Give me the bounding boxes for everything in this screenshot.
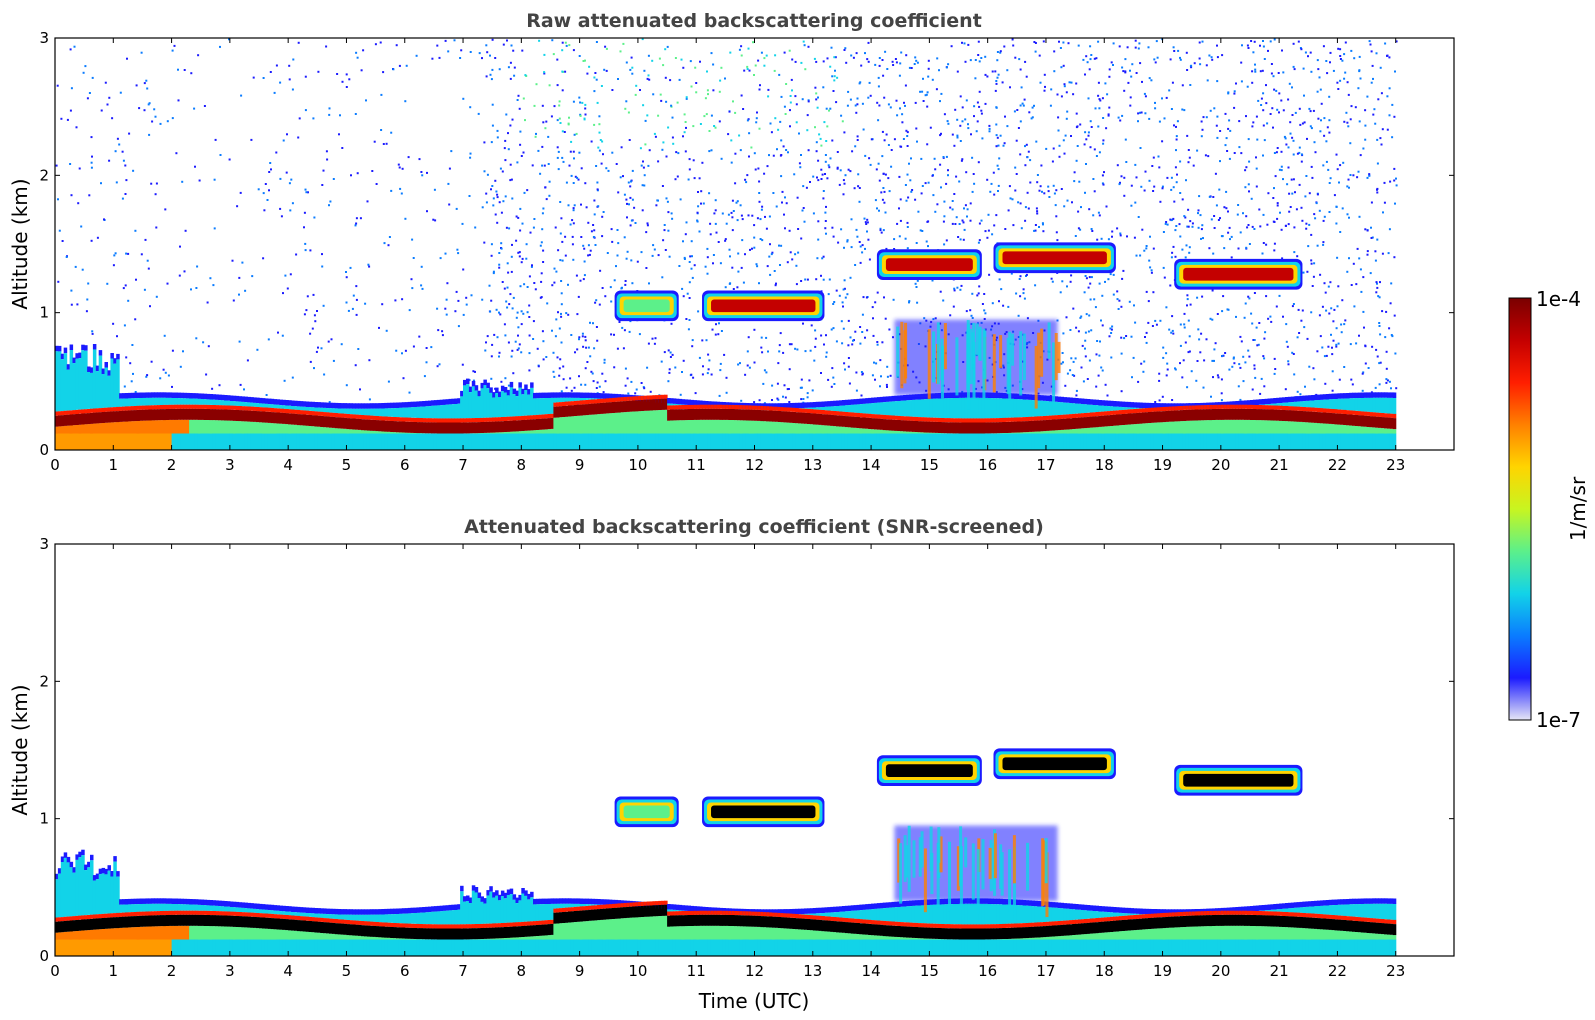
x-tick-label: 22 xyxy=(1328,962,1347,980)
y-axis: 0 1 2 3 xyxy=(39,29,1454,459)
x-tick-label: 11 xyxy=(687,962,706,980)
y-axis-label: Altitude (km) xyxy=(8,684,32,815)
x-tick-label: 20 xyxy=(1211,456,1230,474)
x-tick-label: 14 xyxy=(862,456,881,474)
x-axis-label: Time (UTC) xyxy=(698,989,810,1013)
x-tick-label: 16 xyxy=(978,456,997,474)
raw-backscatter-panel: Raw attenuated backscattering coefficien… xyxy=(8,10,1455,474)
x-tick-label: 7 xyxy=(458,962,468,980)
x-tick-label: 2 xyxy=(167,962,177,980)
x-tick-label: 20 xyxy=(1211,962,1230,980)
y-axis: 0 1 2 3 xyxy=(39,535,1454,965)
x-tick-label: 13 xyxy=(803,456,822,474)
x-tick-label: 5 xyxy=(342,962,352,980)
heatmap-area xyxy=(55,748,1397,956)
x-tick-label: 9 xyxy=(575,962,585,980)
y-tick-label: 3 xyxy=(39,535,49,553)
x-tick-label: 18 xyxy=(1095,962,1114,980)
x-tick-label: 7 xyxy=(458,456,468,474)
snr-screened-panel: Attenuated backscattering coefficient (S… xyxy=(8,516,1455,1013)
x-tick-label: 8 xyxy=(517,456,527,474)
x-tick-label: 4 xyxy=(283,456,293,474)
x-tick-label: 12 xyxy=(745,962,764,980)
y-tick-label: 2 xyxy=(39,166,49,184)
y-tick-label: 1 xyxy=(39,304,49,322)
x-tick-label: 22 xyxy=(1328,456,1347,474)
x-tick-label: 17 xyxy=(1036,456,1055,474)
x-tick-label: 4 xyxy=(283,962,293,980)
x-tick-label: 14 xyxy=(862,962,881,980)
x-tick-label: 23 xyxy=(1386,962,1405,980)
x-tick-label: 23 xyxy=(1386,456,1405,474)
x-axis: 0 1 2 3 4 5 6 7 8 9 10 11 12 13 14 15 16 17 18 19 20 21 22 23 xyxy=(50,544,1405,980)
x-axis: 0 1 2 3 4 5 6 7 8 9 10 11 12 13 14 15 16 17 18 19 20 21 22 23 xyxy=(50,38,1405,474)
x-tick-label: 3 xyxy=(225,962,235,980)
x-tick-label: 11 xyxy=(687,456,706,474)
colorbar-max-label: 1e-4 xyxy=(1536,287,1581,311)
plot-frame xyxy=(54,37,1455,451)
x-tick-label: 2 xyxy=(167,456,177,474)
boundary-layer xyxy=(55,849,1397,956)
x-tick-label: 1 xyxy=(109,456,119,474)
x-tick-label: 9 xyxy=(575,456,585,474)
colorbar-min-label: 1e-7 xyxy=(1536,708,1581,732)
x-tick-label: 6 xyxy=(400,962,410,980)
y-tick-label: 3 xyxy=(39,29,49,47)
x-tick-label: 21 xyxy=(1270,962,1289,980)
boundary-layer xyxy=(55,344,1397,450)
x-tick-label: 19 xyxy=(1153,962,1172,980)
heatmap-cells xyxy=(55,38,1398,450)
x-tick-label: 12 xyxy=(745,456,764,474)
x-tick-label: 15 xyxy=(920,962,939,980)
y-tick-label: 0 xyxy=(39,441,49,459)
x-tick-label: 0 xyxy=(50,456,60,474)
heatmap-cells xyxy=(55,748,1397,956)
x-tick-label: 1 xyxy=(109,962,119,980)
x-tick-label: 10 xyxy=(628,456,647,474)
plot-frame xyxy=(54,543,1455,957)
x-tick-label: 6 xyxy=(400,456,410,474)
x-tick-label: 8 xyxy=(517,962,527,980)
x-tick-label: 3 xyxy=(225,456,235,474)
noise-speckle xyxy=(55,38,1398,411)
x-tick-label: 5 xyxy=(342,456,352,474)
y-axis-label: Altitude (km) xyxy=(8,178,32,309)
cloud-layers xyxy=(614,242,1303,410)
panel-title: Attenuated backscattering coefficient (S… xyxy=(464,516,1044,538)
y-tick-label: 2 xyxy=(39,672,49,690)
panel-title: Raw attenuated backscattering coefficien… xyxy=(526,10,982,32)
x-tick-label: 21 xyxy=(1270,456,1289,474)
colorbar: 1e-4 1e-7 1/m/sr xyxy=(1508,287,1590,732)
x-tick-label: 10 xyxy=(628,962,647,980)
y-tick-label: 1 xyxy=(39,810,49,828)
x-tick-label: 19 xyxy=(1153,456,1172,474)
y-tick-label: 0 xyxy=(39,947,49,965)
x-tick-label: 0 xyxy=(50,962,60,980)
x-tick-label: 17 xyxy=(1036,962,1055,980)
cloud-layers xyxy=(614,748,1303,918)
colorbar-unit-label: 1/m/sr xyxy=(1566,476,1590,541)
colorbar-scale xyxy=(1508,297,1532,721)
x-tick-label: 16 xyxy=(978,962,997,980)
x-tick-label: 18 xyxy=(1095,456,1114,474)
x-tick-label: 15 xyxy=(920,456,939,474)
heatmap-area xyxy=(55,38,1398,450)
x-tick-label: 13 xyxy=(803,962,822,980)
